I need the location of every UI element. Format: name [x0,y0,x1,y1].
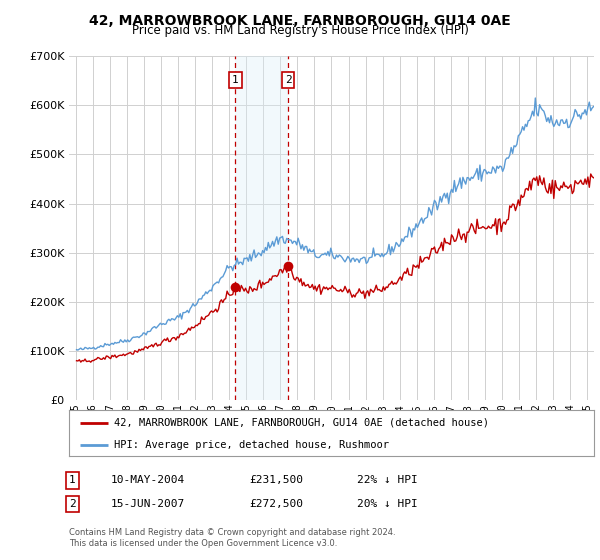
Text: Price paid vs. HM Land Registry's House Price Index (HPI): Price paid vs. HM Land Registry's House … [131,24,469,37]
Text: 10-MAY-2004: 10-MAY-2004 [111,475,185,486]
Text: Contains HM Land Registry data © Crown copyright and database right 2024.
This d: Contains HM Land Registry data © Crown c… [69,528,395,548]
Text: 22% ↓ HPI: 22% ↓ HPI [357,475,418,486]
Text: 20% ↓ HPI: 20% ↓ HPI [357,499,418,509]
Text: 1: 1 [69,475,76,486]
Text: 1: 1 [232,75,239,85]
Bar [235,56,288,400]
Text: 2: 2 [69,499,76,509]
Text: 42, MARROWBROOK LANE, FARNBOROUGH, GU14 0AE: 42, MARROWBROOK LANE, FARNBOROUGH, GU14 … [89,14,511,28]
Text: £272,500: £272,500 [249,499,303,509]
Text: 2: 2 [285,75,292,85]
Text: HPI: Average price, detached house, Rushmoor: HPI: Average price, detached house, Rush… [113,440,389,450]
Text: £231,500: £231,500 [249,475,303,486]
Text: 15-JUN-2007: 15-JUN-2007 [111,499,185,509]
Text: 42, MARROWBROOK LANE, FARNBOROUGH, GU14 0AE (detached house): 42, MARROWBROOK LANE, FARNBOROUGH, GU14 … [113,418,488,428]
